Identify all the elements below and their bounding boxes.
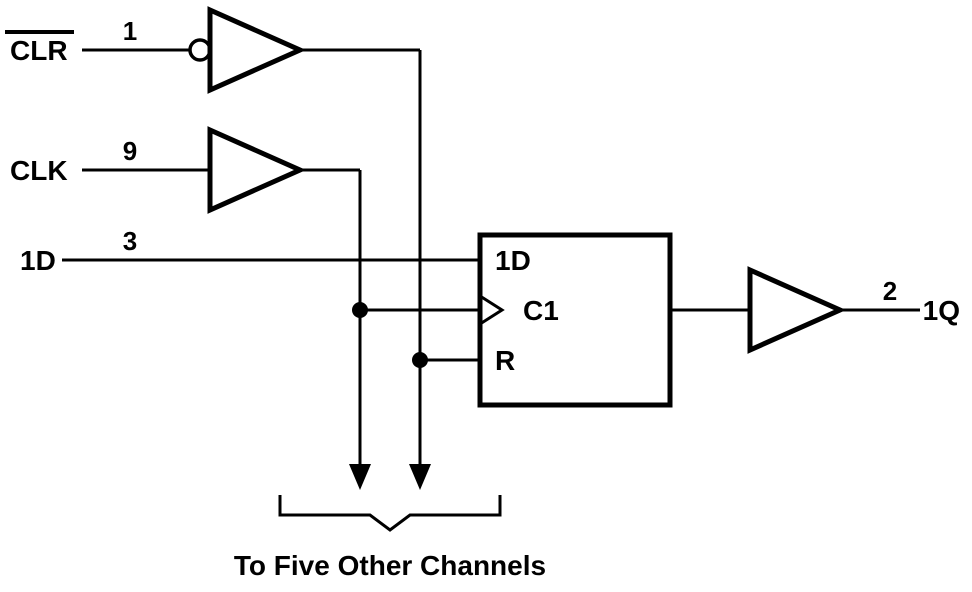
clk-pin-number: 9 bbox=[123, 136, 137, 166]
q-pin-number: 2 bbox=[883, 276, 897, 306]
d-pin-number: 3 bbox=[123, 226, 137, 256]
ff-c-label: C1 bbox=[523, 295, 559, 326]
junction-dot bbox=[352, 302, 368, 318]
ff-d-label: 1D bbox=[495, 245, 531, 276]
fanout-caption: To Five Other Channels bbox=[234, 550, 546, 581]
clr-pin-number: 1 bbox=[123, 16, 137, 46]
inverter-bubble bbox=[190, 40, 210, 60]
buffer-gate bbox=[750, 270, 840, 350]
fanout-brace bbox=[280, 495, 500, 530]
clk-label: CLK bbox=[10, 155, 68, 186]
clr-label: CLR bbox=[10, 35, 68, 66]
d-input-label: 1D bbox=[20, 245, 56, 276]
arrowhead bbox=[349, 464, 371, 490]
q-output-label: 1Q bbox=[923, 295, 960, 326]
arrowhead bbox=[409, 464, 431, 490]
ff-r-label: R bbox=[495, 345, 515, 376]
buffer-gate bbox=[210, 130, 300, 210]
buffer-gate bbox=[210, 10, 300, 90]
junction-dot bbox=[412, 352, 428, 368]
